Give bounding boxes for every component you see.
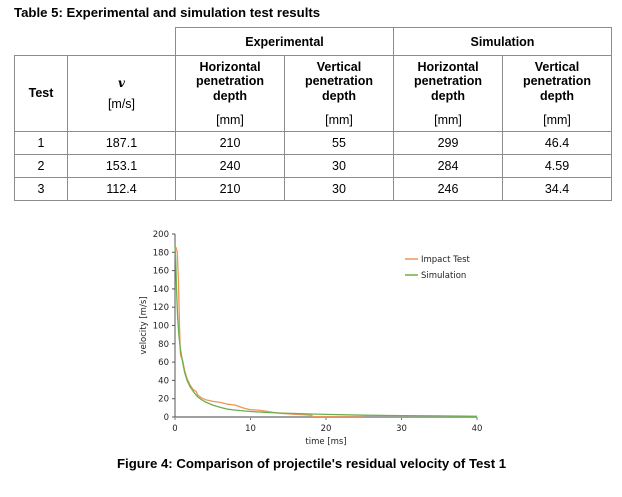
y-tick-label: 200 (153, 230, 169, 240)
chart-legend: Impact Test Simulation (405, 255, 471, 281)
x-tick-label: 30 (396, 424, 407, 434)
cell-exp-vertical: 30 (284, 154, 394, 178)
y-axis-label: velocity [m/s] (139, 296, 149, 354)
y-tick-label: 80 (158, 340, 169, 350)
legend-label: Simulation (421, 271, 466, 281)
group-header-simulation: Simulation (393, 27, 612, 56)
column-header-label: Horizontal penetration depth (413, 59, 483, 103)
column-header-label: Horizontal penetration depth (195, 59, 265, 103)
x-axis-ticks: 0 10 20 30 40 (172, 417, 482, 434)
x-tick-label: 10 (245, 424, 256, 434)
y-tick-label: 120 (153, 303, 169, 313)
y-tick-label: 140 (153, 285, 169, 295)
cell-exp-horizontal: 210 (175, 131, 285, 155)
cell-sim-horizontal: 246 (393, 177, 503, 201)
column-header-unit: [mm] (434, 113, 462, 127)
column-header-label: v (118, 76, 125, 90)
x-tick-label: 40 (472, 424, 483, 434)
cell-sim-vertical: 34.4 (502, 177, 612, 201)
column-header-sim-vertical: Vertical penetration depth [mm] (502, 55, 612, 132)
table-row: 1 187.1 210 55 299 46.4 (14, 131, 612, 155)
legend-label: Impact Test (421, 255, 471, 265)
column-header-unit: [mm] (216, 113, 244, 127)
column-header-unit: [mm] (543, 113, 571, 127)
column-header-row: Test v [m/s] Horizontal penetration dept… (14, 55, 612, 132)
column-header-label: Vertical penetration depth (304, 59, 374, 103)
results-table: Experimental Simulation Test v [m/s] Hor… (14, 27, 612, 201)
column-header-label: Test (28, 86, 54, 101)
y-axis-ticks: 0 20 40 60 80 100 120 140 160 180 200 (153, 230, 175, 423)
series-line-impact-test (174, 246, 364, 418)
cell-exp-vertical: 30 (284, 177, 394, 201)
table-row: 3 112.4 210 30 246 34.4 (14, 177, 612, 201)
column-header-unit: [m/s] (107, 96, 136, 111)
y-tick-label: 160 (153, 267, 169, 277)
table-title: Table 5: Experimental and simulation tes… (14, 5, 321, 20)
x-tick-label: 0 (172, 424, 177, 434)
y-tick-label: 20 (158, 395, 169, 405)
cell-sim-horizontal: 299 (393, 131, 503, 155)
cell-sim-vertical: 4.59 (502, 154, 612, 178)
cell-exp-horizontal: 210 (175, 177, 285, 201)
series-line-simulation (174, 245, 478, 417)
x-tick-label: 20 (321, 424, 332, 434)
series-layer (174, 245, 478, 418)
y-tick-label: 40 (158, 376, 169, 386)
y-tick-label: 0 (164, 413, 169, 423)
group-header-experimental: Experimental (175, 27, 394, 56)
y-tick-label: 180 (153, 248, 169, 258)
figure-caption: Figure 4: Comparison of projectile's res… (117, 456, 507, 471)
column-header-sim-horizontal: Horizontal penetration depth [mm] (393, 55, 503, 132)
cell-test: 1 (14, 131, 68, 155)
group-header-row: Experimental Simulation (14, 27, 612, 56)
x-axis-label: time [ms] (305, 437, 346, 447)
column-header-velocity: v [m/s] (67, 55, 176, 132)
cell-velocity: 187.1 (67, 131, 176, 155)
y-tick-label: 60 (158, 358, 169, 368)
y-tick-label: 100 (153, 322, 169, 332)
column-header-unit: [mm] (325, 113, 353, 127)
column-header-label: Vertical penetration depth (522, 59, 592, 103)
